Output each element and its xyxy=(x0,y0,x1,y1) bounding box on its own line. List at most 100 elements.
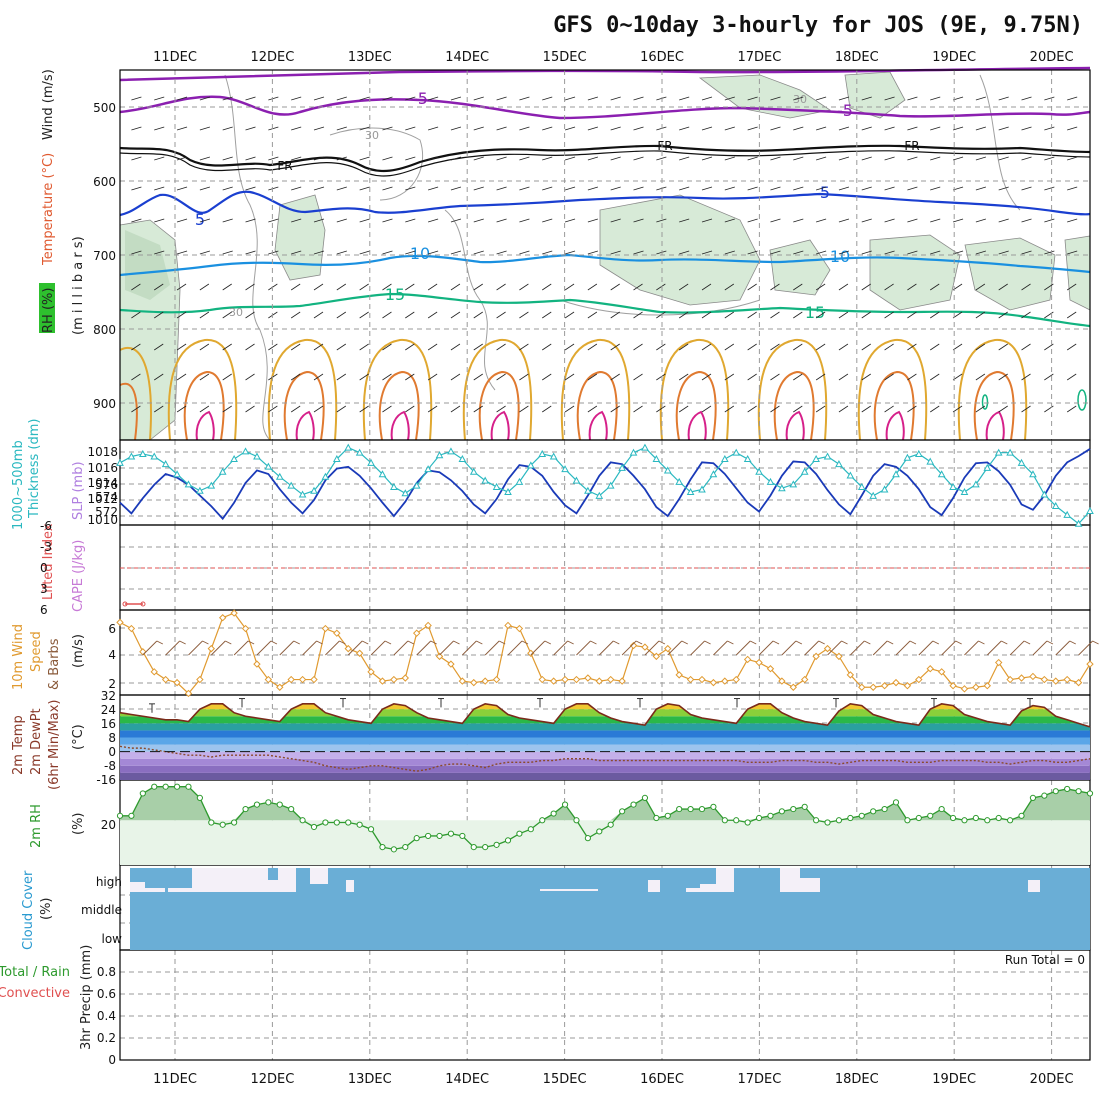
rh-point xyxy=(755,814,763,822)
wind-speed-point xyxy=(584,674,592,682)
cloud-gap xyxy=(192,868,268,892)
upper-wind-barb xyxy=(154,405,164,413)
upper-wind-barb xyxy=(268,126,279,131)
bl-loop-mid xyxy=(378,370,420,441)
upper-wind-barb xyxy=(816,186,827,191)
upper-wind-barb xyxy=(428,126,439,131)
wind-barb xyxy=(233,640,249,656)
thickness-point xyxy=(698,485,706,493)
date-axis-top: 11DEC 12DEC 13DEC 14DEC 15DEC 16DEC 17DEC 18DEC… xyxy=(153,50,1073,65)
upper-wind-barb xyxy=(724,186,735,191)
upper-wind-barb xyxy=(245,373,255,381)
thickness-point xyxy=(914,449,923,457)
wind-speed-point xyxy=(664,644,672,653)
upper-wind-barb xyxy=(154,283,164,291)
rh-point xyxy=(253,801,261,808)
wind-speed-point xyxy=(241,624,250,633)
upper-wind-barb xyxy=(587,343,598,351)
thickness-point xyxy=(184,480,193,488)
rh-shade-2 xyxy=(125,230,170,300)
wind-speed-point xyxy=(915,675,923,684)
upper-wind-barb xyxy=(793,283,803,291)
wind-barb xyxy=(758,640,774,656)
wind-speed-point xyxy=(344,644,352,653)
upper-wind-barb xyxy=(519,186,530,191)
thickness-point xyxy=(332,454,341,463)
upper-wind-barb xyxy=(1021,126,1032,131)
upper-wind-barb xyxy=(816,250,827,255)
upper-wind-barb xyxy=(838,96,850,101)
wind-speed-point xyxy=(994,658,1003,667)
upper-wind-barb xyxy=(245,156,256,161)
wind-tick-6: 6 xyxy=(108,622,116,636)
cape-tick-m6: -6 xyxy=(40,519,52,533)
rh-point xyxy=(927,812,934,819)
wind-speed-point xyxy=(310,675,318,684)
upper-wind-barb xyxy=(405,96,416,101)
date-label-top: 17DEC xyxy=(737,50,781,65)
rh-shade-3 xyxy=(274,194,326,281)
cloud-gap xyxy=(700,884,716,892)
upper-tick-700: 700 xyxy=(93,249,116,263)
label-min-max: (6hr Min/Max) xyxy=(47,700,62,790)
rh-point xyxy=(447,830,455,837)
wind-speed-point xyxy=(173,678,181,687)
wind-barb xyxy=(507,640,523,656)
upper-wind-barb xyxy=(427,343,438,351)
upper-wind-barb xyxy=(450,250,462,255)
upper-wind-barb xyxy=(998,126,1009,131)
upper-wind-barb xyxy=(678,373,689,381)
wind-speed-point xyxy=(743,655,752,664)
wind-barb-tick xyxy=(1023,640,1031,645)
upper-wind-barb xyxy=(496,311,506,319)
wind-barb-tick xyxy=(590,640,597,645)
cape-tick-m3: -3 xyxy=(40,540,52,554)
rh-point xyxy=(128,812,135,819)
contour-label: 5 xyxy=(820,183,830,202)
wind-barb-tick xyxy=(1046,640,1054,645)
thickness-point xyxy=(800,467,809,475)
upper-wind-barb xyxy=(1021,405,1031,413)
upper-wind-barb xyxy=(268,186,279,191)
thickness-point xyxy=(355,448,364,456)
rh-tick-20: 20 xyxy=(101,818,116,832)
upper-wind-barb xyxy=(884,156,895,161)
rh-point xyxy=(1075,788,1082,795)
date-label-bottom: 19DEC xyxy=(932,1072,976,1087)
upper-wind-barb xyxy=(564,126,576,131)
upper-wind-barb xyxy=(519,343,529,351)
upper-wind-barb xyxy=(610,311,620,319)
upper-wind-barb xyxy=(998,156,1009,161)
thickness-point xyxy=(983,463,992,471)
rh-point xyxy=(493,841,500,848)
wind-barb-tick xyxy=(1069,640,1076,645)
upper-wind-barb xyxy=(701,283,712,291)
label-wind-unit: (m/s) xyxy=(71,634,86,668)
wind-speed-point xyxy=(983,682,992,690)
date-label-top: 15DEC xyxy=(543,50,587,65)
wind-speed-point xyxy=(823,644,832,653)
upper-wind-barb xyxy=(154,311,164,319)
wind-barb-tick xyxy=(339,640,346,645)
thickness-point xyxy=(526,461,535,469)
wind-barb xyxy=(393,640,409,656)
upper-wind-barb xyxy=(199,186,210,191)
upper-wind-barb xyxy=(678,311,689,319)
contour-label: 30 xyxy=(365,129,379,142)
upper-wind-barb xyxy=(222,250,233,255)
wind-speed-point xyxy=(378,677,387,685)
upper-wind-barb xyxy=(1021,373,1031,381)
wind-barb xyxy=(576,640,591,656)
wind-speed-point xyxy=(253,660,261,668)
precip-tick-0-6: 0.6 xyxy=(97,987,116,1001)
upper-wind-barb xyxy=(861,126,872,131)
upper-wind-barb xyxy=(907,126,918,131)
upper-wind-barb xyxy=(724,250,735,255)
upper-wind-barb xyxy=(542,343,552,351)
upper-wind-barb xyxy=(405,283,415,291)
upper-wind-barb xyxy=(816,96,827,101)
upper-wind-barb xyxy=(747,343,757,351)
upper-wind-barb xyxy=(838,218,850,223)
wind-barb xyxy=(827,640,842,656)
upper-wind-barb xyxy=(793,405,803,413)
